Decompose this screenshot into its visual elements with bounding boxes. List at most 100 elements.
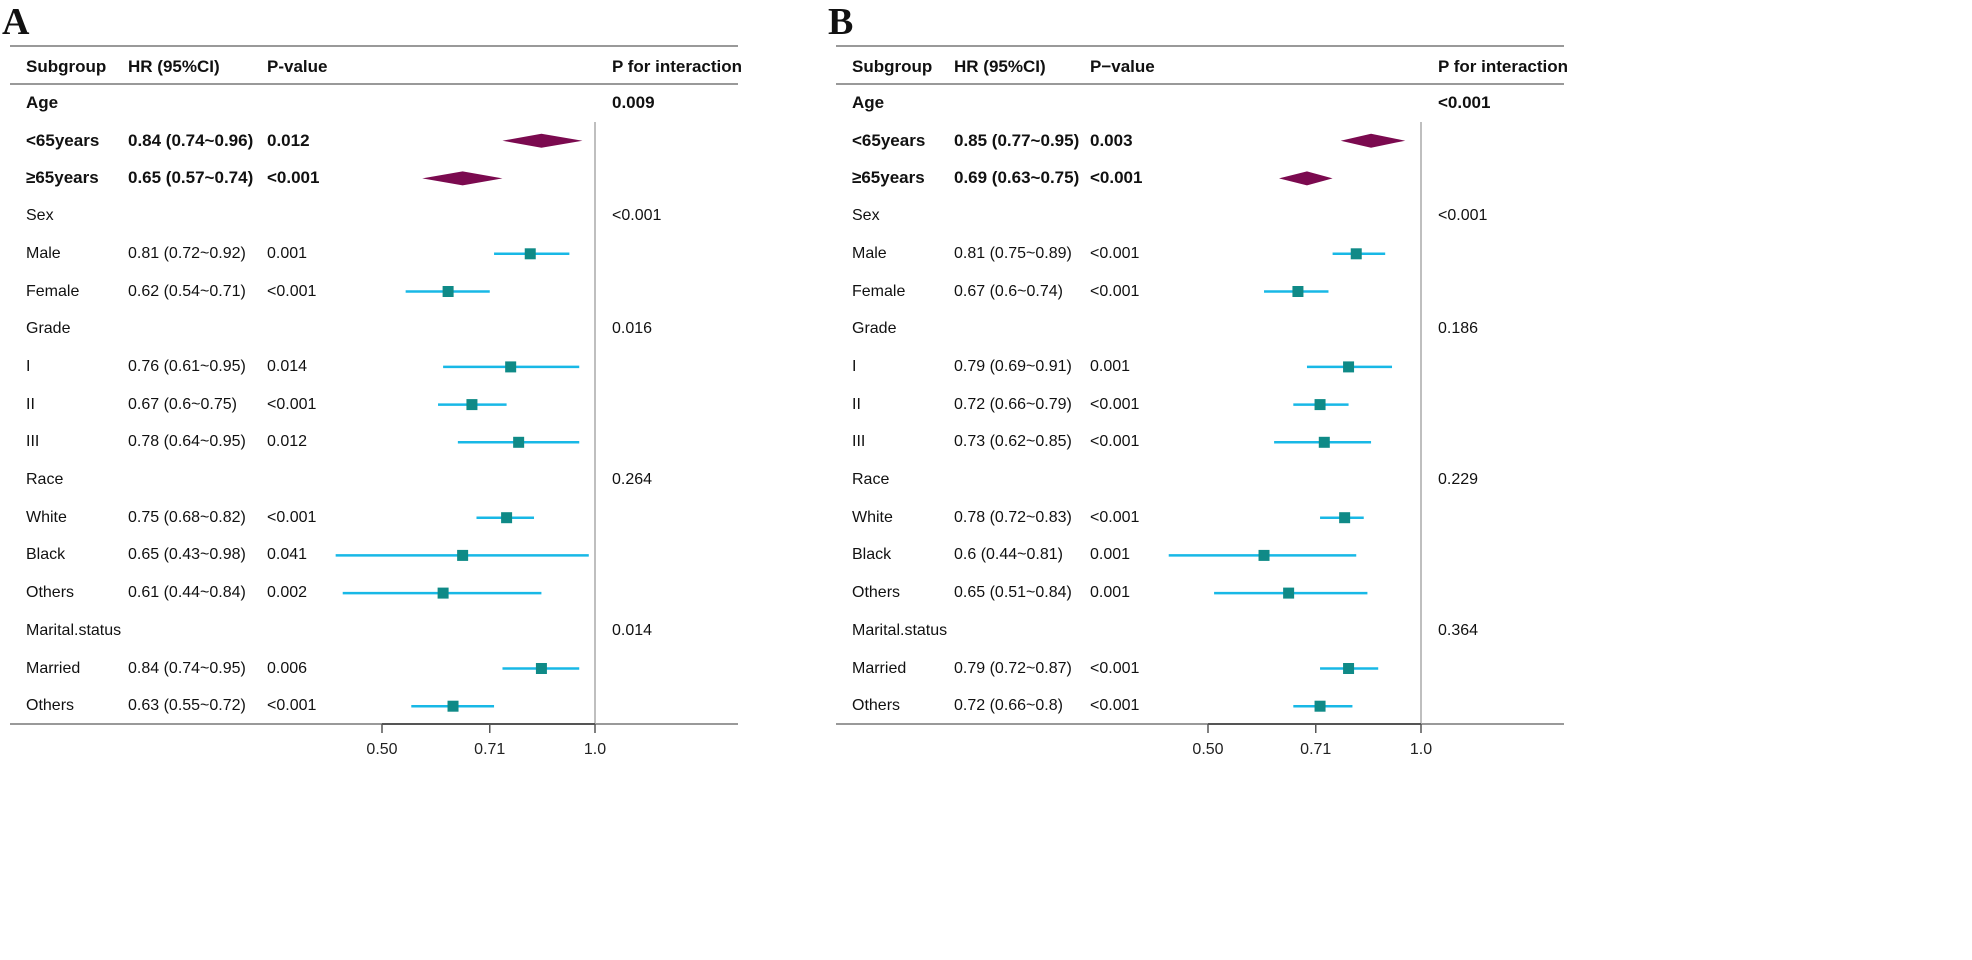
row-hr-ci: 0.78 (0.64~0.95) [128,433,246,451]
row-label: Race [26,471,64,488]
row-label: Others [26,697,75,715]
row-p-value: 0.012 [267,433,308,451]
row-label: Sex [852,207,880,225]
header-p-interaction: P for interaction [1438,57,1569,76]
hr-point [1314,399,1326,411]
hr-point [1283,587,1295,599]
row-label: Race [852,471,890,488]
hr-diamond [502,133,583,148]
hr-point [1258,549,1270,561]
x-tick-label: 0.50 [1192,741,1223,758]
header-subgroup: Subgroup [26,57,107,76]
row-p-value: <0.001 [1090,244,1140,262]
row-p-value: 0.002 [267,584,308,602]
x-tick-label: 0.50 [366,741,397,758]
hr-point [437,587,449,599]
row-hr-ci: 0.79 (0.69~0.91) [954,357,1072,375]
hr-point [1339,512,1351,524]
row-p-value: <0.001 [1090,168,1143,188]
forest-plot-a: 0.50 0.71 1.0 [10,45,738,758]
row-hr-ci: 0.76 (0.61~0.95) [128,357,246,375]
row-p-value: 0.014 [267,357,308,375]
row-label: Male [852,244,887,262]
row-hr-ci: 0.79 (0.72~0.87) [954,659,1072,677]
row-p-value: 0.003 [1090,130,1133,150]
header-hr: HR (95%CI) [128,57,220,76]
row-label: III [26,433,40,451]
row-hr-ci: 0.85 (0.77~0.95) [954,130,1080,150]
row-hr-ci: 0.72 (0.66~0.8) [954,697,1063,715]
row-p-value: <0.001 [1090,433,1140,451]
hr-point [524,248,536,260]
forest-plot-b: 0.50 0.71 1.0 [836,45,1564,758]
row-label: Female [852,282,906,300]
hr-point [442,286,454,297]
header-p-value: P-value [267,57,328,76]
row-label: ≥65years [26,168,99,188]
header-p-value: P−value [1090,57,1155,76]
hr-point [1292,286,1304,297]
row-p-value: <0.001 [267,282,317,300]
hr-point [501,512,513,524]
panel-label: B [828,1,854,43]
row-label: <65years [26,130,100,150]
row-p-interaction: 0.009 [612,93,655,112]
row-p-interaction: 0.016 [612,320,653,338]
row-label: Black [852,546,892,564]
row-p-interaction: 0.014 [612,621,653,639]
header-subgroup: Subgroup [852,57,933,76]
row-hr-ci: 0.84 (0.74~0.96) [128,130,254,150]
row-p-value: 0.041 [267,546,308,564]
hr-point [1318,436,1330,448]
hr-diamond [1340,133,1406,148]
row-hr-ci: 0.67 (0.6~0.75) [128,395,237,413]
x-tick-label: 1.0 [1410,741,1432,758]
row-label: Black [26,546,66,564]
x-tick-label: 0.71 [1300,741,1331,758]
header-hr: HR (95%CI) [954,57,1046,76]
hr-diamond [422,171,503,186]
hr-point [1350,248,1362,260]
row-label: II [26,395,35,413]
row-p-interaction: <0.001 [1438,207,1488,225]
row-hr-ci: 0.67 (0.6~0.74) [954,282,1063,300]
hr-diamond [1279,171,1333,186]
forest-panel-a: A Subgroup HR (95%CI) P-value P for inte… [2,1,743,758]
row-p-value: <0.001 [1090,697,1140,715]
row-hr-ci: 0.6 (0.44~0.81) [954,546,1063,564]
header-p-interaction: P for interaction [612,57,743,76]
row-label: Sex [26,207,54,225]
row-p-value: 0.012 [267,130,310,150]
row-label: Marital.status [852,621,948,639]
row-p-interaction: <0.001 [612,207,662,225]
row-hr-ci: 0.81 (0.75~0.89) [954,244,1072,262]
row-label: ≥65years [852,168,925,188]
row-p-value: 0.001 [1090,357,1131,375]
row-p-value: 0.001 [1090,584,1131,602]
x-tick-label: 0.71 [474,741,505,758]
row-label: III [852,433,866,451]
row-label: Grade [852,320,897,338]
row-p-value: 0.001 [1090,546,1131,564]
row-p-value: <0.001 [1090,508,1140,526]
row-p-value: <0.001 [267,395,317,413]
hr-point [1343,361,1355,373]
hr-point [457,549,469,561]
row-label: <65years [852,130,926,150]
row-label: Marital.status [26,621,122,639]
row-hr-ci: 0.69 (0.63~0.75) [954,168,1080,188]
row-p-value: <0.001 [1090,282,1140,300]
row-p-interaction: 0.229 [1438,471,1479,488]
row-label: Others [852,697,901,715]
row-hr-ci: 0.65 (0.43~0.98) [128,546,246,564]
row-hr-ci: 0.65 (0.57~0.74) [128,168,254,188]
row-hr-ci: 0.63 (0.55~0.72) [128,697,246,715]
row-p-value: 0.006 [267,659,308,677]
row-hr-ci: 0.65 (0.51~0.84) [954,584,1072,602]
row-p-value: <0.001 [1090,659,1140,677]
row-p-interaction: 0.186 [1438,320,1479,338]
hr-point [505,361,517,373]
hr-point [535,663,547,674]
row-hr-ci: 0.81 (0.72~0.92) [128,244,246,262]
row-label: Others [26,584,75,602]
